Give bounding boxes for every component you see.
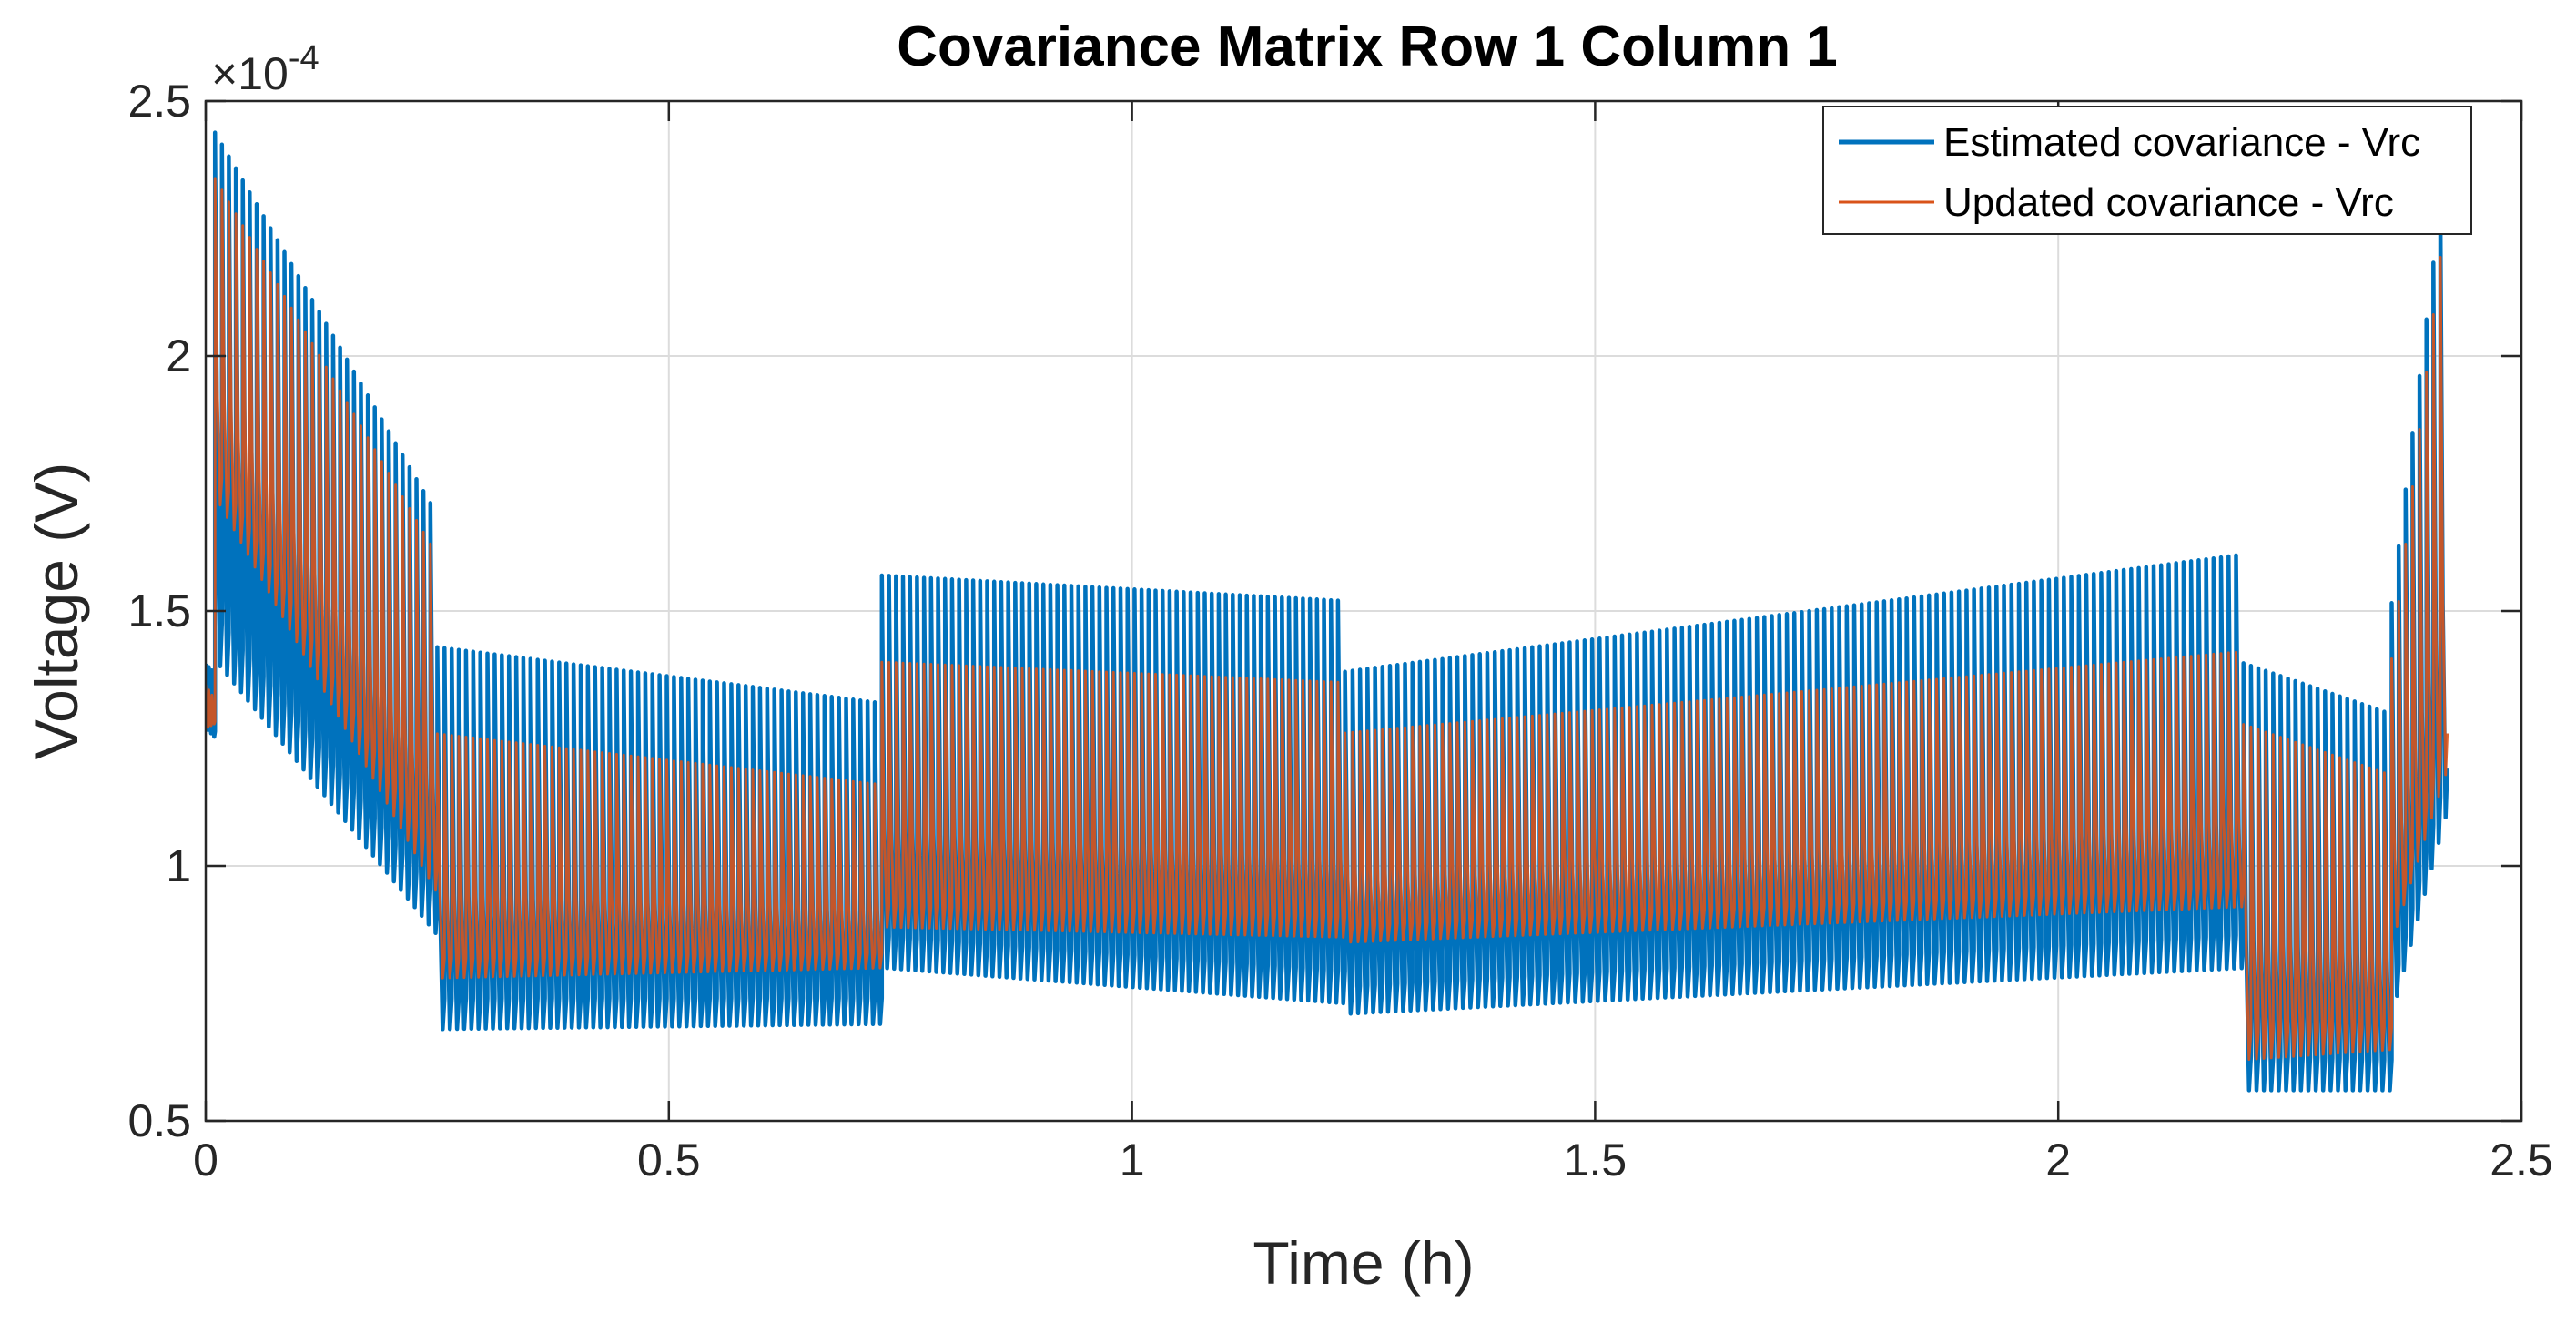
x-tick-label: 2.5 (2490, 1135, 2553, 1186)
axis-ticks: 0 0.5 1 1.5 2 2.50.511.522.5 (127, 76, 2552, 1186)
y-tick-label: 1 (166, 840, 191, 891)
y-tick-label: 0.5 (127, 1095, 191, 1146)
x-tick-label: 1 (1120, 1135, 1145, 1186)
y-exponent-base: ×10 (211, 48, 289, 99)
legend: Estimated covariance - Vrc Updated covar… (1822, 106, 2472, 235)
series-lines (206, 130, 2449, 1093)
y-tick-label: 2 (166, 331, 191, 382)
legend-label-estimated: Estimated covariance - Vrc (1943, 120, 2420, 165)
chart-title: Covariance Matrix Row 1 Column 1 (897, 15, 1838, 78)
y-tick-label: 2.5 (127, 76, 191, 127)
y-exponent-power: -4 (289, 39, 319, 77)
x-tick-label: 0.5 (637, 1135, 701, 1186)
y-exponent-label: ×10-4 (211, 39, 319, 99)
x-tick-label: 1.5 (1564, 1135, 1628, 1186)
y-tick-label: 1.5 (127, 585, 191, 636)
x-axis-label: Time (h) (1253, 1229, 1474, 1297)
y-axis-label: Voltage (V) (23, 463, 90, 760)
x-tick-label: 0 (193, 1135, 218, 1186)
legend-label-updated: Updated covariance - Vrc (1943, 180, 2394, 225)
x-tick-label: 2 (2045, 1135, 2071, 1186)
series-line-updated (206, 177, 2449, 1061)
legend-box (1822, 106, 2472, 235)
